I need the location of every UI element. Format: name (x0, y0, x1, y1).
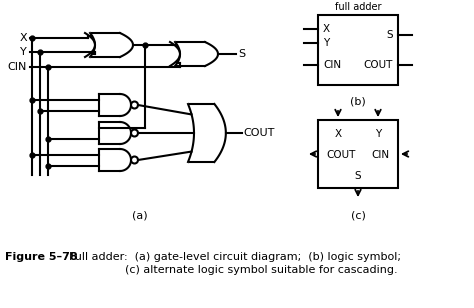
Text: COUT: COUT (326, 150, 356, 160)
Text: X: X (19, 33, 27, 43)
Bar (318, 120, 398, 188)
Text: Y: Y (20, 47, 27, 57)
Text: (c): (c) (351, 210, 365, 220)
Text: CIN: CIN (323, 60, 341, 70)
Text: Y: Y (323, 38, 329, 48)
Text: CIN: CIN (8, 62, 27, 72)
Text: Full adder:  (a) gate-level circuit diagram;  (b) logic symbol;: Full adder: (a) gate-level circuit diagr… (62, 252, 401, 262)
Text: (b): (b) (350, 97, 366, 107)
Bar (318, 15, 398, 85)
Text: (c) alternate logic symbol suitable for cascading.: (c) alternate logic symbol suitable for … (62, 265, 398, 275)
Text: S: S (355, 171, 361, 181)
Text: S: S (386, 30, 393, 40)
Text: X: X (323, 24, 330, 34)
Text: (a): (a) (132, 210, 148, 220)
Text: COUT: COUT (244, 128, 275, 138)
Text: CIN: CIN (372, 150, 390, 160)
Text: full adder: full adder (335, 2, 381, 12)
Text: Y: Y (375, 129, 381, 139)
Text: X: X (335, 129, 342, 139)
Text: COUT: COUT (364, 60, 393, 70)
Text: Figure 5–78: Figure 5–78 (5, 252, 78, 262)
Text: S: S (238, 49, 245, 59)
